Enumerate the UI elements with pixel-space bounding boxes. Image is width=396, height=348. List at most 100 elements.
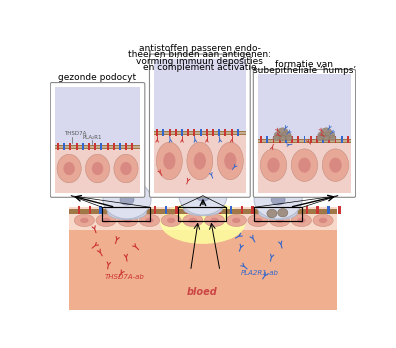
FancyBboxPatch shape — [50, 82, 145, 197]
Ellipse shape — [217, 142, 243, 180]
Bar — [125, 143, 127, 150]
Bar — [89, 206, 91, 214]
Bar — [200, 129, 202, 136]
Bar — [240, 206, 243, 214]
Ellipse shape — [226, 214, 246, 227]
Bar — [101, 143, 102, 150]
Bar — [69, 209, 337, 214]
Ellipse shape — [260, 149, 287, 181]
Bar — [181, 129, 183, 136]
Ellipse shape — [248, 214, 268, 227]
Bar — [267, 136, 268, 143]
Text: subepitheliale ‘humps’: subepitheliale ‘humps’ — [253, 66, 356, 75]
Bar — [78, 206, 80, 214]
Text: formatie van: formatie van — [276, 60, 333, 69]
Ellipse shape — [298, 158, 311, 173]
Bar — [154, 206, 156, 214]
Bar — [55, 149, 140, 193]
Bar — [206, 129, 208, 136]
Bar — [322, 136, 324, 143]
Bar — [272, 136, 274, 143]
Bar — [63, 143, 65, 150]
FancyBboxPatch shape — [149, 54, 250, 197]
Ellipse shape — [161, 214, 181, 227]
Bar — [260, 136, 262, 143]
Ellipse shape — [254, 218, 262, 223]
Bar — [328, 136, 330, 143]
Bar — [162, 129, 164, 136]
Bar — [262, 206, 265, 214]
Bar — [154, 132, 246, 134]
Ellipse shape — [74, 214, 95, 227]
Bar — [102, 207, 150, 221]
Ellipse shape — [108, 206, 147, 220]
Ellipse shape — [187, 142, 213, 180]
Ellipse shape — [156, 142, 182, 180]
Bar — [88, 143, 90, 150]
Bar — [341, 136, 343, 143]
Bar — [208, 206, 210, 214]
Bar — [225, 129, 227, 136]
Ellipse shape — [196, 190, 210, 201]
Ellipse shape — [96, 214, 116, 227]
Bar — [175, 206, 178, 214]
Bar — [273, 206, 275, 214]
Ellipse shape — [120, 162, 131, 175]
Ellipse shape — [86, 154, 110, 183]
Ellipse shape — [163, 152, 175, 169]
Bar — [94, 143, 96, 150]
Bar — [258, 143, 351, 193]
Ellipse shape — [291, 214, 311, 227]
Ellipse shape — [279, 135, 287, 141]
Bar — [69, 207, 337, 230]
Ellipse shape — [92, 162, 103, 175]
Ellipse shape — [259, 206, 297, 220]
Bar — [121, 206, 124, 214]
Bar — [175, 129, 177, 136]
Bar — [187, 129, 189, 136]
Bar — [212, 129, 214, 136]
Bar — [237, 129, 239, 136]
Ellipse shape — [57, 154, 81, 183]
Ellipse shape — [167, 218, 175, 223]
Bar — [132, 206, 134, 214]
Bar — [169, 129, 171, 136]
Text: PLA2R1-ab: PLA2R1-ab — [241, 270, 279, 276]
Bar — [113, 143, 115, 150]
Ellipse shape — [63, 162, 75, 175]
Bar — [297, 136, 299, 143]
Bar — [154, 135, 246, 193]
Bar — [335, 136, 337, 143]
Bar — [119, 143, 121, 150]
Bar — [258, 140, 351, 142]
Bar — [295, 206, 297, 214]
Ellipse shape — [322, 149, 348, 181]
Ellipse shape — [319, 218, 327, 223]
Ellipse shape — [317, 135, 324, 141]
Ellipse shape — [274, 132, 284, 139]
Ellipse shape — [120, 194, 134, 205]
FancyBboxPatch shape — [253, 70, 356, 197]
Bar — [254, 207, 302, 221]
Bar — [327, 206, 329, 214]
Bar — [304, 136, 305, 143]
Ellipse shape — [124, 218, 132, 223]
Ellipse shape — [254, 180, 302, 219]
Ellipse shape — [326, 132, 335, 139]
Bar — [143, 206, 145, 214]
Ellipse shape — [139, 214, 160, 227]
Bar — [55, 146, 140, 148]
Ellipse shape — [318, 132, 327, 139]
Bar — [285, 136, 287, 143]
Ellipse shape — [114, 154, 138, 183]
Ellipse shape — [183, 214, 203, 227]
Bar — [219, 206, 221, 214]
Bar — [99, 206, 102, 214]
Ellipse shape — [322, 135, 330, 141]
Text: en complement activatie: en complement activatie — [143, 63, 257, 72]
Ellipse shape — [118, 214, 138, 227]
Bar — [316, 136, 318, 143]
Ellipse shape — [80, 218, 89, 223]
Ellipse shape — [179, 176, 227, 215]
Bar — [284, 206, 286, 214]
